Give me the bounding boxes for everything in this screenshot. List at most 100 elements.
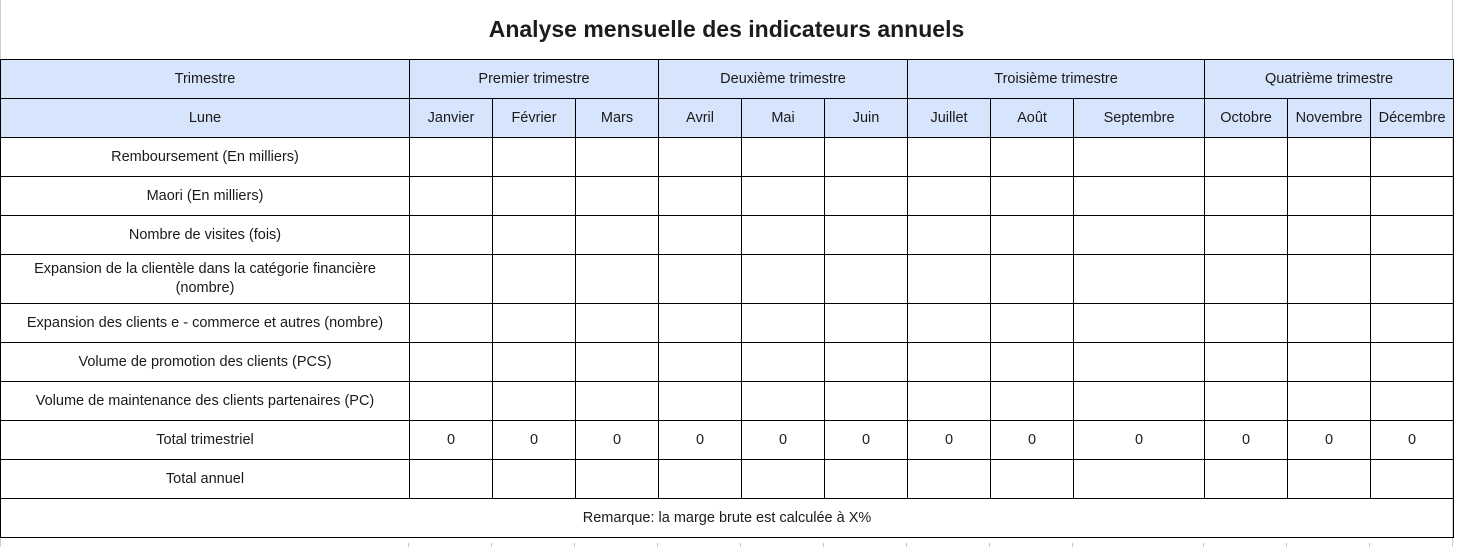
table-cell[interactable] — [658, 254, 742, 304]
table-cell[interactable] — [409, 381, 493, 421]
month-header-cell[interactable]: Juin — [823, 98, 909, 138]
table-cell[interactable] — [741, 381, 825, 421]
quarter-header-q4[interactable]: Quatrième trimestre — [1204, 59, 1455, 99]
table-cell[interactable]: 0 — [492, 420, 576, 460]
table-cell[interactable]: 0 — [409, 420, 493, 460]
table-cell[interactable] — [1204, 303, 1289, 343]
table-cell[interactable] — [907, 459, 992, 499]
table-cell[interactable] — [658, 215, 742, 255]
table-cell[interactable] — [658, 459, 742, 499]
table-cell[interactable] — [1370, 342, 1455, 382]
table-cell[interactable] — [741, 303, 825, 343]
table-cell[interactable] — [741, 215, 825, 255]
table-cell[interactable] — [575, 137, 659, 177]
table-cell[interactable] — [1287, 342, 1372, 382]
table-cell[interactable] — [658, 381, 742, 421]
table-cell[interactable] — [409, 176, 493, 216]
table-cell[interactable]: 0 — [1370, 420, 1455, 460]
table-cell[interactable] — [492, 381, 576, 421]
table-cell[interactable] — [990, 254, 1075, 304]
table-cell[interactable] — [658, 137, 742, 177]
table-cell[interactable] — [1204, 215, 1289, 255]
table-cell[interactable] — [1287, 176, 1372, 216]
table-cell[interactable] — [1287, 459, 1372, 499]
table-cell[interactable] — [823, 215, 909, 255]
table-cell[interactable] — [823, 176, 909, 216]
table-cell[interactable] — [1370, 215, 1455, 255]
month-header-cell[interactable]: Juillet — [907, 98, 992, 138]
table-cell[interactable] — [492, 342, 576, 382]
month-header-cell[interactable]: Octobre — [1204, 98, 1289, 138]
month-header-cell[interactable]: Mai — [741, 98, 825, 138]
table-cell[interactable]: 0 — [823, 420, 909, 460]
month-header-cell[interactable]: Août — [990, 98, 1075, 138]
quarter-header-q2[interactable]: Deuxième trimestre — [657, 59, 909, 99]
table-cell[interactable] — [990, 342, 1075, 382]
table-cell[interactable] — [409, 342, 493, 382]
table-cell[interactable] — [741, 176, 825, 216]
table-cell[interactable] — [1287, 137, 1372, 177]
table-cell[interactable] — [823, 381, 909, 421]
table-cell[interactable]: 0 — [1204, 420, 1289, 460]
table-cell[interactable] — [575, 459, 659, 499]
month-header-cell[interactable]: Janvier — [409, 98, 493, 138]
table-cell[interactable] — [990, 137, 1075, 177]
table-cell[interactable] — [409, 459, 493, 499]
table-cell[interactable] — [1073, 254, 1206, 304]
table-cell[interactable]: 0 — [907, 420, 992, 460]
table-cell[interactable] — [1370, 137, 1455, 177]
table-cell[interactable] — [658, 342, 742, 382]
table-cell[interactable] — [492, 176, 576, 216]
table-cell[interactable] — [1370, 459, 1455, 499]
table-cell[interactable] — [492, 215, 576, 255]
table-cell[interactable] — [575, 303, 659, 343]
table-cell[interactable] — [1073, 137, 1206, 177]
table-cell[interactable] — [575, 381, 659, 421]
table-cell[interactable] — [823, 342, 909, 382]
table-cell[interactable]: 0 — [658, 420, 742, 460]
table-cell[interactable]: 0 — [1073, 420, 1206, 460]
table-cell[interactable] — [990, 215, 1075, 255]
table-cell[interactable] — [907, 342, 992, 382]
table-cell[interactable] — [1073, 176, 1206, 216]
table-cell[interactable] — [823, 254, 909, 304]
table-cell[interactable] — [907, 137, 992, 177]
table-cell[interactable] — [741, 254, 825, 304]
table-cell[interactable] — [907, 254, 992, 304]
table-cell[interactable] — [990, 176, 1075, 216]
table-cell[interactable] — [1287, 254, 1372, 304]
month-header-cell[interactable]: Septembre — [1073, 98, 1206, 138]
table-cell[interactable] — [1204, 342, 1289, 382]
table-cell[interactable] — [1073, 303, 1206, 343]
month-header-cell[interactable]: Décembre — [1370, 98, 1455, 138]
table-cell[interactable]: 0 — [990, 420, 1075, 460]
table-cell[interactable] — [492, 459, 576, 499]
table-cell[interactable] — [658, 303, 742, 343]
table-cell[interactable]: 0 — [575, 420, 659, 460]
table-cell[interactable] — [1073, 381, 1206, 421]
table-cell[interactable] — [990, 459, 1075, 499]
table-cell[interactable] — [1204, 137, 1289, 177]
table-cell[interactable] — [1370, 303, 1455, 343]
table-cell[interactable] — [658, 176, 742, 216]
table-cell[interactable] — [741, 137, 825, 177]
table-cell[interactable] — [575, 215, 659, 255]
table-cell[interactable] — [1204, 176, 1289, 216]
table-cell[interactable] — [1073, 459, 1206, 499]
table-cell[interactable] — [1073, 342, 1206, 382]
table-cell[interactable] — [1287, 381, 1372, 421]
table-cell[interactable] — [409, 254, 493, 304]
month-header-cell[interactable]: Février — [492, 98, 576, 138]
table-cell[interactable] — [575, 176, 659, 216]
table-cell[interactable] — [907, 303, 992, 343]
table-cell[interactable] — [492, 303, 576, 343]
table-cell[interactable] — [409, 215, 493, 255]
table-cell[interactable] — [907, 215, 992, 255]
table-cell[interactable] — [575, 254, 659, 304]
table-cell[interactable] — [492, 254, 576, 304]
table-cell[interactable] — [741, 342, 825, 382]
table-cell[interactable] — [1204, 254, 1289, 304]
month-header-cell[interactable]: Novembre — [1287, 98, 1372, 138]
table-cell[interactable] — [409, 137, 493, 177]
table-cell[interactable] — [1287, 303, 1372, 343]
